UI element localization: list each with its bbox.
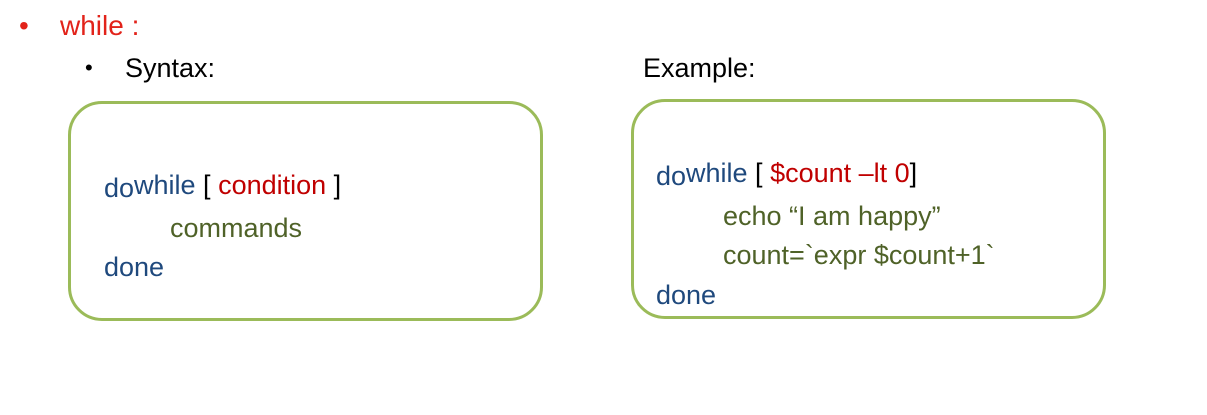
heading-title: while : xyxy=(60,10,140,41)
syntax-while-keyword: while xyxy=(134,170,196,200)
example-close-bracket: ] xyxy=(909,158,918,188)
syntax-line-do: do xyxy=(104,173,135,203)
example-open-bracket: [ xyxy=(747,158,771,188)
heading-bullet: • xyxy=(19,10,29,41)
example-code-box: while [ $count –lt 0] do echo “I am happ… xyxy=(631,99,1106,319)
example-label: Example: xyxy=(643,53,756,83)
example-while-keyword: while xyxy=(686,158,748,188)
example-line-echo: echo “I am happy” xyxy=(723,201,941,231)
example-condition: $count –lt 0 xyxy=(770,158,910,188)
example-line-done: done xyxy=(656,280,717,310)
syntax-open-bracket: [ xyxy=(195,170,219,200)
syntax-condition: condition xyxy=(218,170,327,200)
syntax-label: Syntax: xyxy=(125,53,216,83)
syntax-bullet: • xyxy=(85,55,93,80)
example-line-do: do xyxy=(656,161,687,191)
syntax-line-done: done xyxy=(104,252,165,282)
syntax-close-bracket: ] xyxy=(326,170,342,200)
syntax-line-while: while [ condition ] xyxy=(104,131,341,239)
syntax-line-commands: commands xyxy=(170,213,303,243)
syntax-code-box: while [ condition ] do commands done xyxy=(68,101,543,321)
example-line-count: count=`expr $count+1` xyxy=(723,240,995,270)
example-line-while: while [ $count –lt 0] xyxy=(656,119,917,227)
